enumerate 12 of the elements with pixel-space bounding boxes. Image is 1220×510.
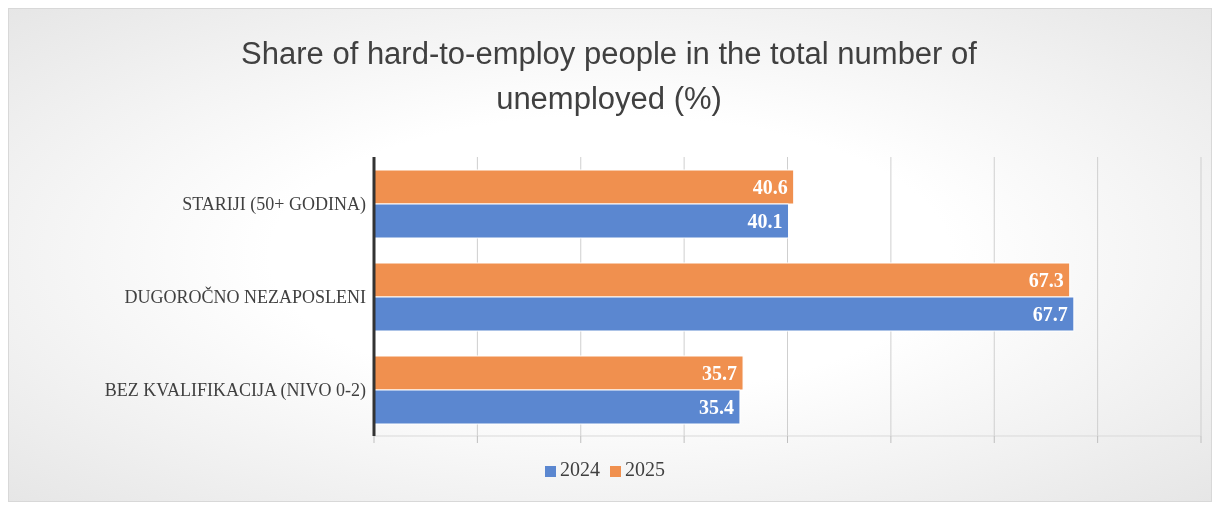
data-label: 40.6 [752, 176, 788, 199]
y-tick-label: STARIJI (50+ GODINA) [182, 193, 366, 215]
legend-label: 2025 [625, 458, 665, 480]
data-label: 67.3 [1028, 269, 1064, 292]
chart-title: Share of hard-to-employ people in the total number of unemployed (%) [240, 35, 978, 118]
legend-label: 2024 [560, 458, 600, 480]
data-label: 35.7 [702, 362, 738, 385]
data-label: 67.7 [1032, 303, 1068, 326]
data-label: 35.4 [698, 396, 734, 419]
y-tick-label: DUGOROČNO NEZAPOSLENI [124, 285, 366, 307]
data-label: 40.1 [747, 210, 783, 233]
y-tick-label: BEZ KVALIFIKACIJA (NIVO 0-2) [104, 379, 366, 401]
